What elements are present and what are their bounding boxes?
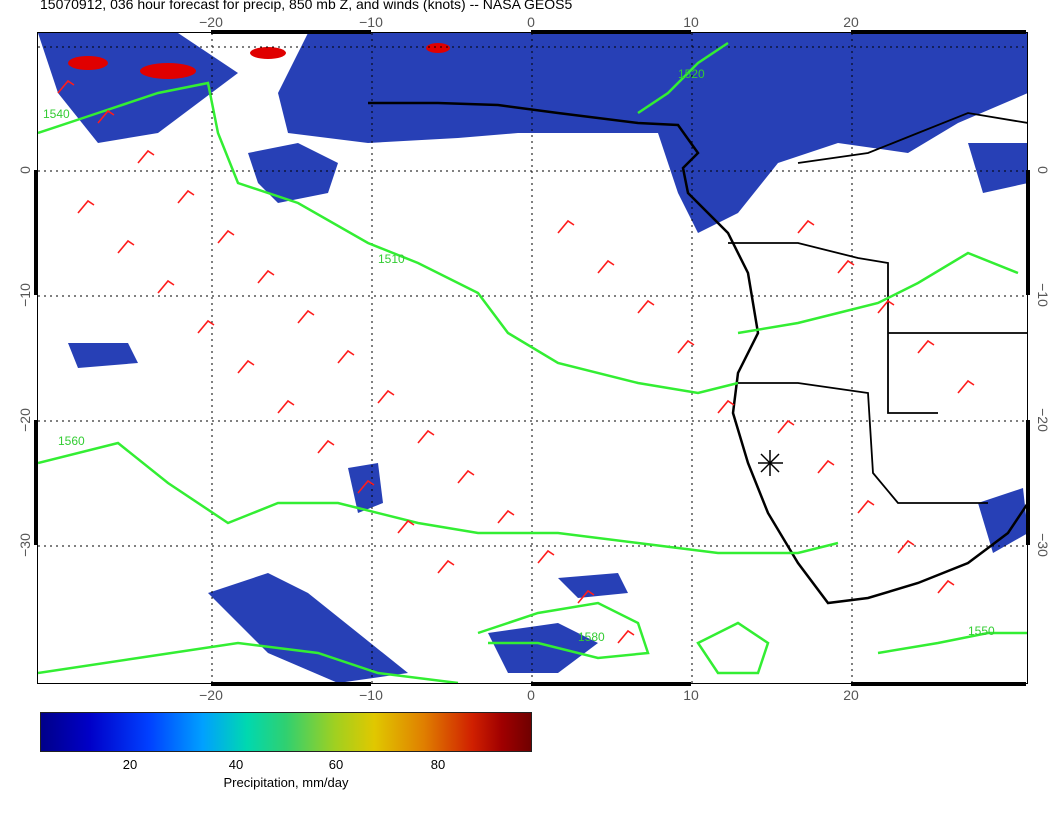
precip-areas — [38, 33, 1027, 683]
country-borders — [728, 112, 1027, 504]
africa-coastline — [368, 101, 1027, 605]
precip-colorbar — [40, 712, 532, 752]
height-contours — [38, 41, 1027, 683]
bottom-tick: 20 — [843, 687, 859, 703]
map-title: 15070912, 036 hour forecast for precip, … — [40, 0, 573, 12]
precip-intense — [68, 43, 450, 79]
colorbar-tick: 80 — [430, 757, 446, 772]
right-tick: −30 — [1035, 533, 1051, 557]
top-tick: −10 — [359, 14, 383, 30]
left-tick: −20 — [17, 408, 33, 432]
colorbar-tick: 40 — [228, 757, 244, 772]
graticule — [38, 33, 1027, 683]
top-tick: 10 — [683, 14, 699, 30]
bottom-tick: 0 — [527, 687, 535, 703]
wind-barbs — [57, 79, 975, 644]
colorbar-tick: 20 — [122, 757, 138, 772]
top-tick: 0 — [527, 14, 535, 30]
colorbar-tick: 60 — [328, 757, 344, 772]
contour-label: 1520 — [678, 67, 705, 81]
bottom-tick: −20 — [199, 687, 223, 703]
contour-label: 1510 — [378, 252, 405, 266]
forecast-map[interactable]: 1520 1540 1560 1580 1550 1510 — [37, 32, 1028, 684]
contour-label-group: 1520 1540 1560 1580 1550 1510 — [43, 67, 995, 644]
contour-label: 1560 — [58, 434, 85, 448]
top-tick: −20 — [199, 14, 223, 30]
left-tick: −30 — [17, 533, 33, 557]
star-marker — [758, 450, 783, 476]
contour-label: 1580 — [578, 630, 605, 644]
right-tick: −10 — [1035, 283, 1051, 307]
right-tick: 0 — [1035, 166, 1051, 174]
bottom-tick: −10 — [359, 687, 383, 703]
top-tick: 20 — [843, 14, 859, 30]
colorbar-label: Precipitation, mm/day — [223, 775, 349, 790]
right-tick: −20 — [1035, 408, 1051, 432]
left-tick: 0 — [17, 166, 33, 174]
left-tick: −10 — [17, 283, 33, 307]
contour-label: 1540 — [43, 107, 70, 121]
bottom-tick: 10 — [683, 687, 699, 703]
contour-label: 1550 — [968, 624, 995, 638]
